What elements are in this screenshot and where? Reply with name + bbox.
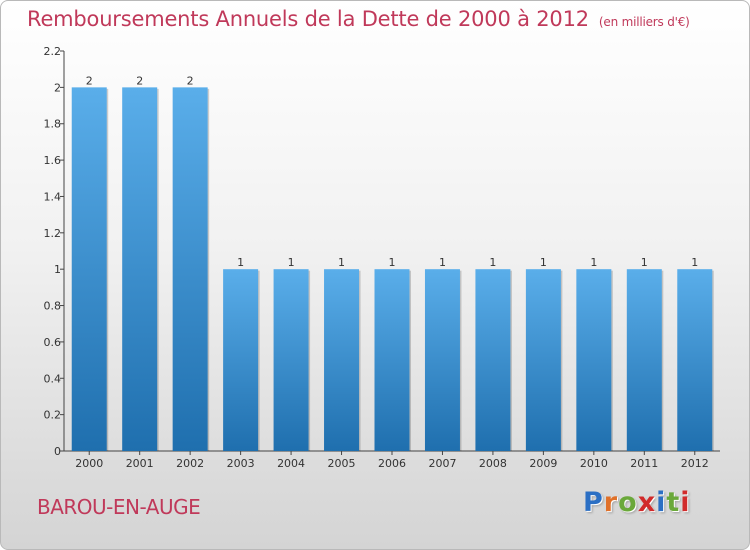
logo-letter: x bbox=[637, 487, 657, 518]
x-tick-label: 2005 bbox=[328, 457, 356, 470]
bar bbox=[172, 87, 208, 451]
bar-value-label: 2 bbox=[86, 74, 93, 87]
x-tick-label: 2012 bbox=[681, 457, 709, 470]
bar bbox=[223, 269, 259, 451]
bar-value-label: 1 bbox=[641, 256, 648, 269]
y-tick-label: 0.2 bbox=[44, 409, 62, 422]
bar-value-label: 1 bbox=[590, 256, 597, 269]
y-tick-label: 1 bbox=[54, 263, 61, 276]
y-tick-label: 2 bbox=[54, 81, 61, 94]
bar bbox=[576, 269, 612, 451]
x-tick-label: 2002 bbox=[176, 457, 204, 470]
logo-letter: P bbox=[583, 487, 604, 518]
bar-value-label: 1 bbox=[540, 256, 547, 269]
y-tick-label: 1.4 bbox=[44, 190, 62, 203]
y-tick-label: 0.4 bbox=[44, 372, 62, 385]
logo-letter: t bbox=[666, 487, 681, 518]
bar-value-label: 2 bbox=[136, 74, 143, 87]
logo-letter: i bbox=[680, 487, 691, 518]
x-tick-label: 2000 bbox=[75, 457, 103, 470]
bar-chart: 00.20.40.60.811.21.41.61.822.2 2000 2001 2… bbox=[44, 45, 720, 470]
x-tick-label: 2007 bbox=[428, 457, 456, 470]
chart-title: Remboursements Annuels de la Dette de 20… bbox=[27, 7, 690, 31]
x-tick-label: 2004 bbox=[277, 457, 305, 470]
x-tick-label: 2006 bbox=[378, 457, 406, 470]
bar bbox=[475, 269, 511, 451]
bar bbox=[525, 269, 561, 451]
bar-value-label: 1 bbox=[691, 256, 698, 269]
y-axis: 0 0.2 0.4 0.6 0.8 1 1.2 1.4 1.6 1.8 2 2.2 bbox=[44, 45, 65, 458]
logo-letter: r bbox=[603, 487, 619, 518]
chart-title-unit: (en milliers d'€) bbox=[598, 15, 690, 29]
x-tick-label: 2003 bbox=[227, 457, 255, 470]
logo-letter: o bbox=[618, 487, 638, 518]
bar-value-label: 1 bbox=[389, 256, 396, 269]
y-tick-label: 1.6 bbox=[44, 154, 62, 167]
bar-value-label: 1 bbox=[338, 256, 345, 269]
bar bbox=[122, 87, 158, 451]
x-axis: 2000 2001 2002 2003 2004 2005 2006 2007 2008 2009… bbox=[64, 450, 720, 470]
bar-value-label: 1 bbox=[489, 256, 496, 269]
bar-value-label: 2 bbox=[187, 74, 194, 87]
y-tick-label: 2.2 bbox=[44, 45, 62, 58]
x-tick-label: 2008 bbox=[479, 457, 507, 470]
proxiti-logo[interactable]: Proxiti bbox=[583, 487, 691, 518]
x-tick-label: 2001 bbox=[126, 457, 154, 470]
y-tick-label: 1.2 bbox=[44, 227, 62, 240]
bar bbox=[374, 269, 410, 451]
bar-value-label: 1 bbox=[288, 256, 295, 269]
y-tick-label: 0 bbox=[54, 445, 61, 458]
bar bbox=[71, 87, 107, 451]
bar-value-label: 1 bbox=[237, 256, 244, 269]
y-tick-label: 0.8 bbox=[44, 300, 62, 313]
chart-title-text: Remboursements Annuels de la Dette de 20… bbox=[27, 7, 589, 31]
commune-name: BAROU-EN-AUGE bbox=[37, 495, 201, 519]
bar bbox=[677, 269, 713, 451]
bars: 2 2 2 1 1 1 1 1 1 1 1 1 1 bbox=[71, 74, 714, 451]
x-tick-label: 2011 bbox=[630, 457, 658, 470]
logo-letter: i bbox=[656, 487, 667, 518]
x-tick-label: 2009 bbox=[529, 457, 557, 470]
y-tick-label: 1.8 bbox=[44, 118, 62, 131]
x-tick-label: 2010 bbox=[580, 457, 608, 470]
bar-value-label: 1 bbox=[439, 256, 446, 269]
bar bbox=[626, 269, 662, 451]
y-tick-label: 0.6 bbox=[44, 336, 62, 349]
bar bbox=[273, 269, 309, 451]
bar bbox=[324, 269, 360, 451]
bar bbox=[424, 269, 460, 451]
